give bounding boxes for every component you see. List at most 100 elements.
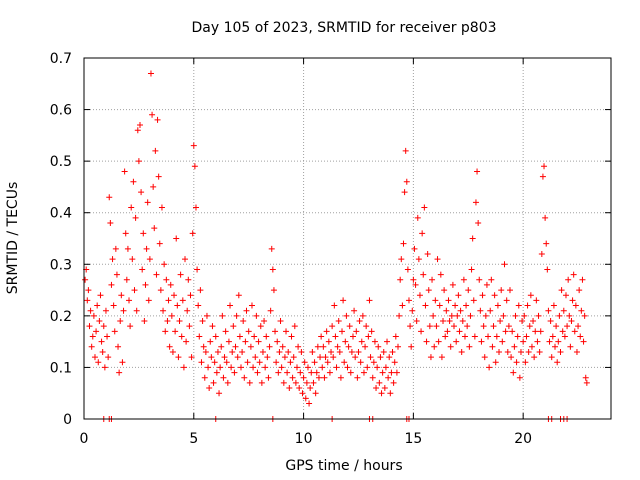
data-point: [562, 292, 569, 299]
data-point: [126, 297, 133, 304]
data-point: [124, 245, 131, 252]
data-point: [196, 333, 203, 340]
data-point: [442, 333, 449, 340]
data-point: [476, 276, 483, 283]
data-point: [116, 369, 123, 376]
data-point: [210, 379, 217, 386]
data-point: [568, 318, 575, 325]
data-point: [407, 323, 414, 330]
data-point: [107, 220, 114, 227]
data-point: [347, 369, 354, 376]
data-point: [367, 354, 374, 361]
data-point: [144, 199, 151, 206]
data-point: [165, 297, 172, 304]
data-point: [254, 369, 261, 376]
data-point: [579, 276, 586, 283]
data-point: [336, 348, 343, 355]
data-point: [184, 307, 191, 314]
data-point: [463, 302, 470, 309]
data-point: [352, 354, 359, 361]
data-point: [517, 348, 524, 355]
data-point: [119, 359, 126, 366]
x-tick-label: 15: [404, 431, 422, 447]
data-point: [303, 379, 310, 386]
data-point: [262, 364, 269, 371]
data-point: [315, 374, 322, 381]
data-point: [487, 307, 494, 314]
data-point: [99, 348, 106, 355]
data-point: [281, 354, 288, 361]
data-point: [466, 343, 473, 350]
data-point: [326, 369, 333, 376]
x-tick-labels: 0 5 10 15 20: [80, 431, 533, 447]
data-point: [263, 333, 270, 340]
data-point: [207, 338, 214, 345]
data-point: [500, 312, 507, 319]
data-point: [269, 266, 276, 273]
data-point: [512, 312, 519, 319]
data-point: [216, 390, 223, 397]
data-point: [160, 307, 167, 314]
data-point: [157, 287, 164, 294]
data-point: [273, 359, 280, 366]
data-point: [211, 359, 218, 366]
data-point: [561, 333, 568, 340]
data-point: [153, 271, 160, 278]
data-point: [255, 338, 262, 345]
y-tick-label: 0.5: [50, 154, 72, 170]
data-point: [395, 343, 402, 350]
data-point: [223, 359, 230, 366]
data-point: [375, 343, 382, 350]
data-point: [322, 354, 329, 361]
data-point: [353, 328, 360, 335]
data-point: [566, 312, 573, 319]
data-point: [173, 235, 180, 242]
data-point: [304, 364, 311, 371]
data-point: [465, 287, 472, 294]
data-point: [301, 359, 308, 366]
y-tick-labels: 0 0.1 0.2 0.3 0.4 0.5 0.6 0.7: [50, 51, 72, 428]
data-point: [188, 354, 195, 361]
data-point: [176, 318, 183, 325]
data-point: [435, 338, 442, 345]
data-point: [489, 343, 496, 350]
data-point: [308, 369, 315, 376]
data-point: [213, 369, 220, 376]
data-point: [449, 281, 456, 288]
data-point: [362, 343, 369, 350]
data-point: [299, 390, 306, 397]
data-point: [212, 333, 219, 340]
data-point: [470, 297, 477, 304]
data-point: [208, 354, 215, 361]
data-point: [286, 385, 293, 392]
data-point: [345, 343, 352, 350]
data-point: [90, 312, 97, 319]
data-point: [131, 287, 138, 294]
data-point: [468, 266, 475, 273]
data-point: [485, 333, 492, 340]
data-points: [82, 70, 590, 422]
data-point: [549, 333, 556, 340]
data-point: [565, 276, 572, 283]
data-point: [202, 348, 209, 355]
data-point: [396, 312, 403, 319]
data-point: [409, 307, 416, 314]
data-point: [151, 225, 158, 232]
data-point: [464, 323, 471, 330]
data-point: [354, 374, 361, 381]
data-point: [390, 379, 397, 386]
x-tick-label: 5: [189, 431, 198, 447]
data-point: [505, 323, 512, 330]
data-point: [368, 328, 375, 335]
data-point: [559, 328, 566, 335]
data-point: [302, 395, 309, 402]
data-point: [376, 379, 383, 386]
data-point: [178, 333, 185, 340]
data-point: [243, 307, 250, 314]
data-point: [483, 281, 490, 288]
data-point: [490, 323, 497, 330]
data-point: [501, 261, 508, 268]
data-point: [411, 245, 418, 252]
data-point: [298, 348, 305, 355]
data-point: [426, 323, 433, 330]
